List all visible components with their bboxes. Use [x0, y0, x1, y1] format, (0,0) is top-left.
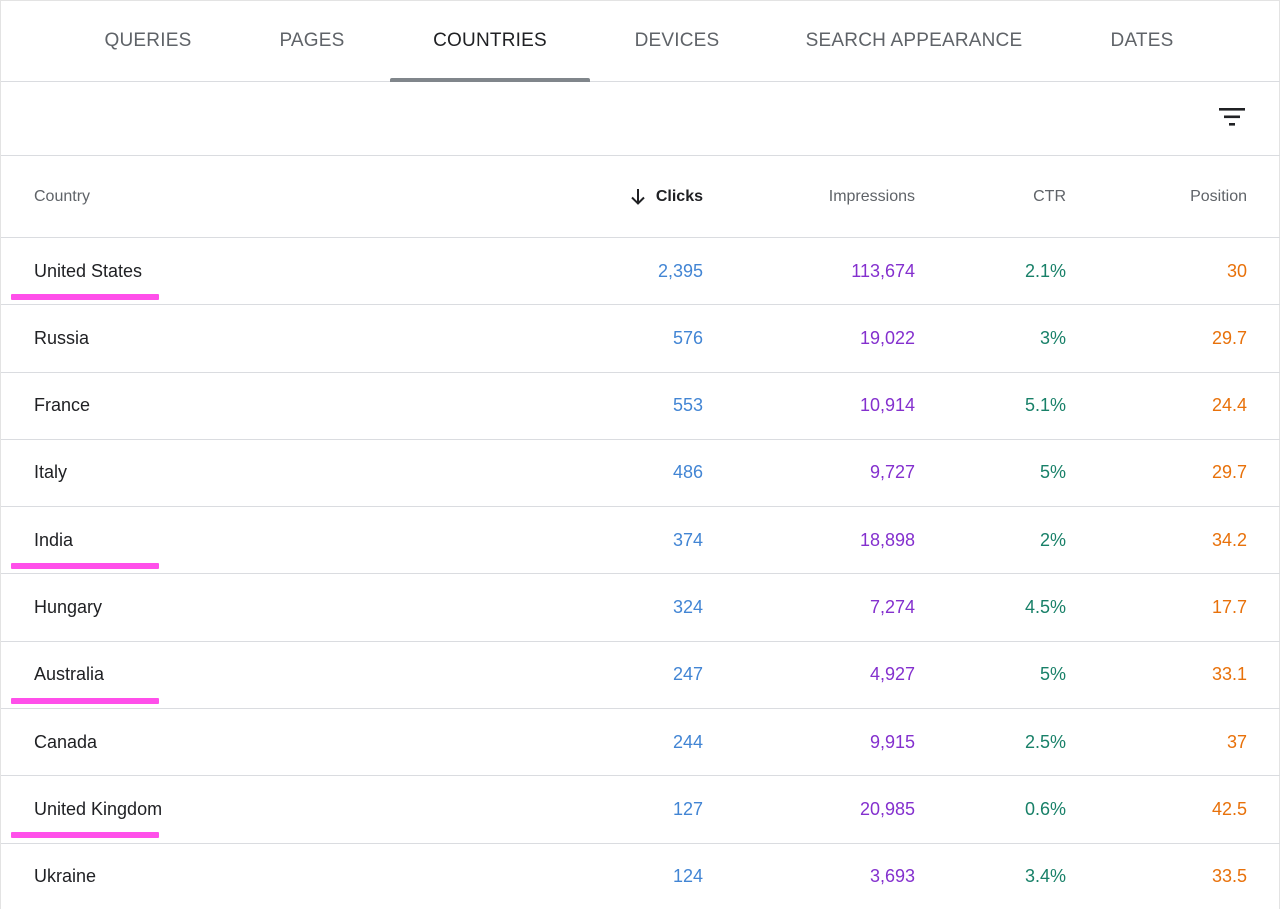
tab-dates[interactable]: DATES: [1110, 30, 1174, 51]
impressions-cell: 9,915: [869, 731, 915, 752]
header-impressions[interactable]: Impressions: [828, 187, 915, 205]
ctr-cell: 0.6%: [1024, 798, 1066, 819]
country-cell: India: [34, 529, 74, 550]
header-clicks-label: Clicks: [655, 187, 703, 205]
impressions-cell: 9,727: [869, 462, 915, 483]
clicks-cell: 244: [672, 731, 703, 752]
impressions-cell: 113,674: [851, 260, 915, 281]
ctr-cell: 5.1%: [1024, 395, 1066, 416]
impressions-cell: 7,274: [869, 596, 915, 617]
table-row[interactable]: Canada 244 9,915 2.5% 37: [1, 709, 1280, 777]
table-toolbar: [1, 82, 1280, 156]
ctr-cell: 3.4%: [1024, 866, 1066, 887]
position-cell: 33.5: [1211, 866, 1247, 887]
country-cell: Australia: [34, 664, 105, 685]
tab-queries[interactable]: QUERIES: [104, 30, 192, 51]
table-row[interactable]: Russia 576 19,022 3% 29.7: [1, 305, 1280, 373]
country-cell: Russia: [34, 327, 90, 348]
position-cell: 42.5: [1211, 798, 1247, 819]
table-row[interactable]: Italy 486 9,727 5% 29.7: [1, 440, 1280, 508]
header-ctr[interactable]: CTR: [1033, 187, 1066, 205]
impressions-cell: 3,693: [869, 866, 915, 887]
position-cell: 30: [1226, 260, 1247, 281]
highlight-underline: [11, 832, 159, 839]
table-header: Country Clicks Impressions CTR Position: [1, 156, 1280, 238]
clicks-cell: 553: [672, 395, 703, 416]
tab-search-appearance[interactable]: SEARCH APPEARANCE: [805, 30, 1023, 51]
header-position[interactable]: Position: [1190, 187, 1247, 205]
tab-pages[interactable]: PAGES: [279, 30, 345, 51]
header-country[interactable]: Country: [34, 187, 91, 205]
tab-devices[interactable]: DEVICES: [634, 30, 720, 51]
ctr-cell: 2.1%: [1024, 260, 1066, 281]
table-row[interactable]: United Kingdom 127 20,985 0.6% 42.5: [1, 776, 1280, 844]
impressions-cell: 18,898: [859, 529, 915, 550]
clicks-cell: 124: [672, 866, 703, 887]
header-clicks[interactable]: Clicks: [503, 156, 703, 237]
table-row[interactable]: Ukraine 124 3,693 3.4% 33.5: [1, 844, 1280, 909]
position-cell: 17.7: [1211, 596, 1247, 617]
highlight-underline: [11, 294, 159, 300]
table-row[interactable]: Australia 247 4,927 5% 33.1: [1, 642, 1280, 710]
report-tabs: QUERIES PAGES COUNTRIES DEVICES SEARCH A…: [1, 1, 1280, 82]
country-cell: Ukraine: [34, 866, 97, 887]
country-cell: Hungary: [34, 596, 103, 617]
clicks-cell: 127: [672, 798, 703, 819]
arrow-down-icon: [630, 188, 646, 206]
ctr-cell: 3%: [1039, 327, 1066, 348]
position-cell: 24.4: [1211, 395, 1247, 416]
tab-countries[interactable]: COUNTRIES: [433, 30, 547, 51]
clicks-cell: 247: [672, 664, 703, 685]
clicks-cell: 486: [672, 462, 703, 483]
clicks-cell: 576: [672, 327, 703, 348]
clicks-cell: 374: [672, 529, 703, 550]
impressions-cell: 4,927: [869, 664, 915, 685]
countries-table: Country Clicks Impressions CTR Position …: [1, 156, 1280, 909]
position-cell: 33.1: [1211, 664, 1247, 685]
table-row[interactable]: Hungary 324 7,274 4.5% 17.7: [1, 574, 1280, 642]
impressions-cell: 20,985: [859, 798, 915, 819]
country-cell: United Kingdom: [34, 798, 163, 819]
ctr-cell: 2.5%: [1024, 731, 1066, 752]
table-row[interactable]: France 553 10,914 5.1% 24.4: [1, 373, 1280, 440]
clicks-cell: 324: [672, 596, 703, 617]
impressions-cell: 19,022: [859, 327, 915, 348]
country-cell: Canada: [34, 731, 98, 752]
ctr-cell: 4.5%: [1024, 596, 1066, 617]
active-tab-indicator: [390, 78, 590, 82]
position-cell: 29.7: [1211, 462, 1247, 483]
position-cell: 37: [1226, 731, 1247, 752]
filter-button[interactable]: [1214, 99, 1250, 135]
position-cell: 29.7: [1211, 327, 1247, 348]
table-row[interactable]: United States 2,395 113,674 2.1% 30: [1, 238, 1280, 306]
table-row[interactable]: India 374 18,898 2% 34.2: [1, 507, 1280, 575]
impressions-cell: 10,914: [859, 395, 915, 416]
country-cell: United States: [34, 260, 143, 281]
country-cell: France: [34, 395, 91, 416]
clicks-cell: 2,395: [657, 260, 703, 281]
position-cell: 34.2: [1211, 529, 1247, 550]
filter-list-icon: [1219, 108, 1245, 126]
country-cell: Italy: [34, 462, 68, 483]
highlight-underline: [11, 697, 159, 704]
ctr-cell: 5%: [1039, 664, 1066, 685]
ctr-cell: 2%: [1039, 529, 1066, 550]
ctr-cell: 5%: [1039, 462, 1066, 483]
highlight-underline: [11, 563, 159, 570]
